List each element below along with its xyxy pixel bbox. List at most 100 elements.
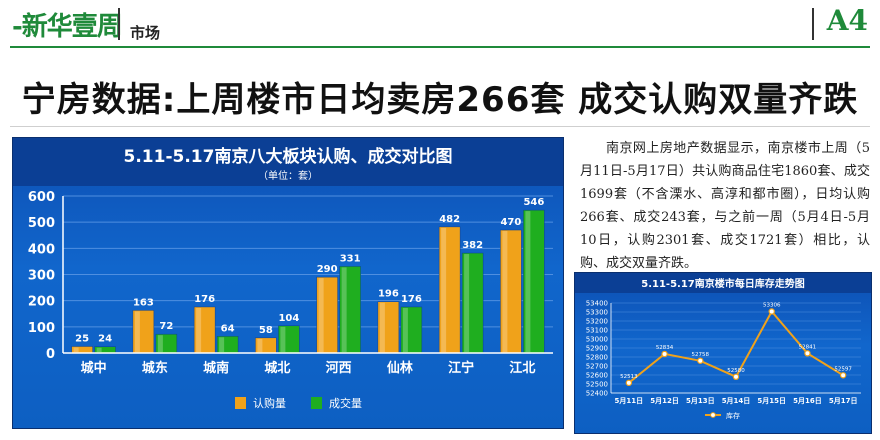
x-tick-label: 5月12日 [650,397,679,405]
masthead-rule [10,46,870,48]
legend-marker [710,412,716,418]
data-label: 163 [133,297,154,308]
bar-highlight [280,326,286,352]
data-point [625,379,633,387]
bar-highlight [464,254,470,352]
bar-highlight [157,335,163,352]
legend-swatch [235,397,246,409]
bar-highlight [502,231,508,352]
data-label: 176 [401,294,422,305]
legend-label: 库存 [726,411,740,420]
chart-title: 5.11-5.17南京楼市每日库存走势图 [641,277,805,290]
bar-highlight [73,347,79,352]
x-tick-label: 5月14日 [722,397,751,405]
bar-highlight [96,347,102,352]
chart-subtitle: （单位：套） [258,169,318,182]
bar-chart: 5.11-5.17南京八大板块认购、成交对比图 （单位：套） 25 24 163 72… [13,138,563,410]
y-tick-label: 200 [28,295,55,310]
data-point [697,357,704,364]
y-tick-label: 0 [46,347,55,362]
data-label: 25 [75,333,89,344]
brand-logo: -新华壹周 [12,12,123,42]
x-tick-label: 城北 [264,360,290,376]
data-label: 72 [159,321,173,332]
x-tick-label: 仙林 [387,360,413,376]
data-label: 290 [317,264,338,275]
bar-highlight [196,307,202,352]
y-tick-label: 53200 [586,318,608,326]
data-label: 176 [194,294,215,305]
line-chart-panel: 5.11-5.17南京楼市每日库存走势图 52513 52834 52758 5258… [574,272,872,434]
y-tick-label: 52700 [586,363,608,371]
chart-header [575,273,871,293]
x-tick-label: 城中 [81,360,107,376]
legend-label: 认购量 [253,396,286,410]
data-point [661,350,668,358]
line-chart: 5.11-5.17南京楼市每日库存走势图 52513 52834 52758 5258… [575,273,871,420]
chart-header [13,138,563,186]
section-label: 市场 [130,24,161,42]
x-tick-label: 城东 [142,360,168,376]
x-tick-label: 5月17日 [829,397,858,405]
headline-rule [10,126,870,127]
bar-highlight [379,302,385,352]
legend-swatch [311,397,322,409]
y-tick-label: 53000 [586,336,608,344]
y-tick-label: 100 [28,321,55,336]
data-label: 382 [462,240,483,251]
data-label: 64 [221,323,235,334]
y-tick-label: 300 [28,269,55,284]
separator [118,8,120,40]
data-label: 196 [378,289,399,300]
y-tick-label: 53300 [586,309,608,317]
legend-label: 成交量 [329,396,362,410]
chart-title: 5.11-5.17南京八大板块认购、成交对比图 [124,146,453,167]
data-label: 58 [259,325,273,336]
bar-highlight [441,227,447,352]
data-label: 470 [500,217,521,228]
y-tick-label: 500 [28,216,55,231]
data-label: 52834 [656,345,674,351]
data-point [768,308,775,315]
bar-highlight [318,278,324,352]
y-tick-label: 400 [28,242,55,257]
bar-highlight [402,307,408,352]
bar-highlight [219,337,225,352]
y-tick-label: 600 [28,190,55,205]
bar-highlight [525,211,531,352]
y-tick-label: 52800 [586,354,608,362]
bar-highlight [134,311,140,352]
separator [812,8,814,40]
data-label: 331 [340,253,361,264]
bar-highlight [341,267,347,352]
data-label: 52580 [727,368,745,374]
data-label: 52513 [620,374,638,380]
y-tick-label: 52600 [586,372,608,380]
x-tick-label: 5月15日 [757,397,786,405]
page-number: A4 [826,4,868,37]
masthead: -新华壹周 市场 A4 [0,0,880,48]
data-point [839,372,847,379]
data-label: 52841 [799,344,817,350]
x-tick-label: 5月13日 [686,397,715,405]
bar-chart-panel: 5.11-5.17南京八大板块认购、成交对比图 （单位：套） 25 24 163 72… [12,137,564,429]
data-label: 52597 [834,366,852,372]
x-tick-label: 5月16日 [793,397,822,405]
data-label: 546 [523,197,544,208]
x-tick-label: 5月11日 [615,397,644,405]
data-label: 52758 [692,352,710,358]
data-label: 53306 [763,302,781,308]
x-tick-label: 河西 [326,360,352,376]
y-tick-label: 52900 [586,345,608,353]
data-label: 482 [439,214,460,225]
y-tick-label: 52400 [586,390,608,398]
data-label: 24 [98,334,112,345]
article-text: 南京网上房地产数据显示，南京楼市上周（5月11日-5月17日）共认购商品住宅18… [580,141,870,271]
x-tick-label: 江宁 [448,360,474,376]
bar-highlight [257,338,263,352]
headline: 宁房数据:上周楼市日均卖房266套 成交认购双量齐跌 [21,80,859,120]
x-tick-label: 江北 [509,360,535,376]
y-tick-label: 53100 [586,327,608,335]
data-point [732,373,740,381]
data-point [804,350,811,357]
